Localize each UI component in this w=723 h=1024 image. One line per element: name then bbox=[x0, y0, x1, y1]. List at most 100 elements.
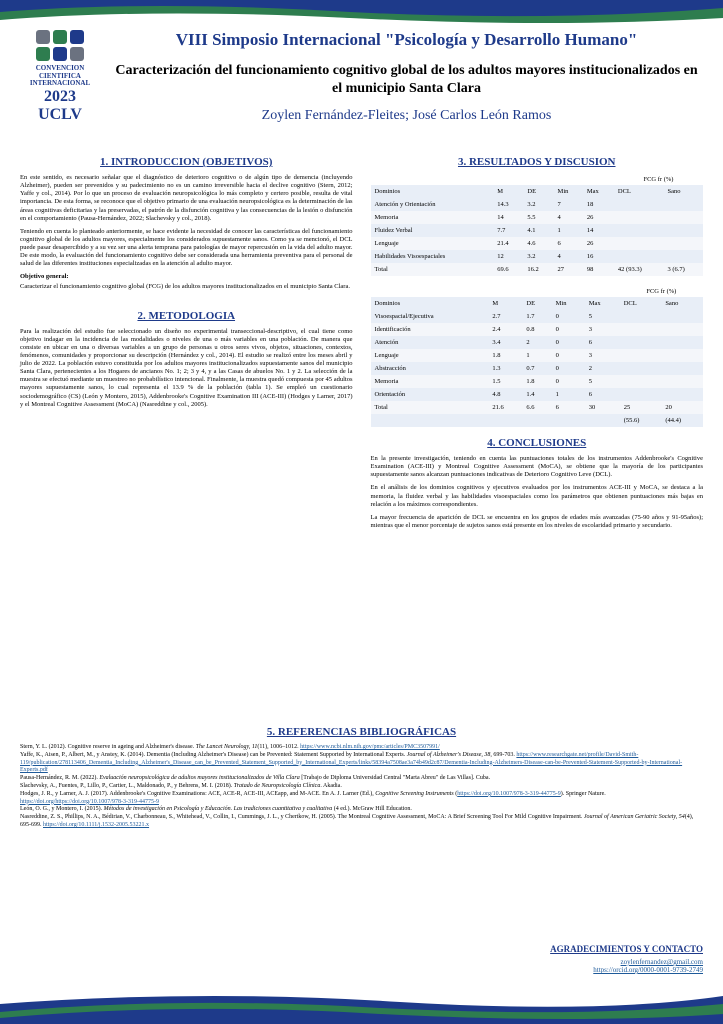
table-cell: Abstracción bbox=[371, 362, 489, 375]
t1-fcg-label: FCG fr (%) bbox=[614, 174, 703, 185]
table-cell: 26 bbox=[583, 211, 614, 224]
table-cell: 25 bbox=[620, 401, 662, 414]
table-cell: 21.6 bbox=[488, 401, 522, 414]
concl-p1: En la presente investigación, teniendo e… bbox=[371, 455, 704, 479]
table-header: DE bbox=[523, 185, 553, 198]
table-row: Total21.66.66302520 bbox=[371, 401, 704, 414]
table-cell bbox=[661, 323, 703, 336]
table-cell: 1 bbox=[522, 349, 551, 362]
table-cell bbox=[620, 349, 662, 362]
table-cell: 4.8 bbox=[488, 388, 522, 401]
table-cell: Atención y Orientación bbox=[371, 198, 494, 211]
table-row: Orientación4.81.416 bbox=[371, 388, 704, 401]
table-row: Habilidades Visoespaciales123.2416 bbox=[371, 250, 704, 263]
conference-title: VIII Simposio Internacional "Psicología … bbox=[110, 30, 703, 50]
table-cell: 42 (93.3) bbox=[614, 263, 664, 276]
table-cell: 2.7 bbox=[488, 310, 522, 323]
table-cell: 7 bbox=[554, 198, 583, 211]
table-cell bbox=[663, 198, 703, 211]
poster-header: VIII Simposio Internacional "Psicología … bbox=[110, 30, 703, 124]
table-cell bbox=[552, 414, 585, 427]
table-cell bbox=[661, 349, 703, 362]
table-cell: 2 bbox=[585, 362, 620, 375]
table-cell: 26 bbox=[583, 237, 614, 250]
table-cell: 2.4 bbox=[488, 323, 522, 336]
results-title: 3. RESULTADOS Y DISCUSION bbox=[371, 156, 704, 168]
reference-item: Hodges, J. R., y Larner, A. J. (2017). A… bbox=[20, 791, 703, 807]
table-cell bbox=[661, 362, 703, 375]
table-cell: 1.4 bbox=[522, 388, 551, 401]
references-title: 5. REFERENCIAS BIBLIOGRÁFICAS bbox=[20, 726, 703, 738]
table-cell: Identificación bbox=[371, 323, 489, 336]
table-cell: 2 bbox=[522, 336, 551, 349]
reference-item: Pausa-Hernández, R. M. (2022). Evaluació… bbox=[20, 775, 703, 783]
table-cell: 1.7 bbox=[522, 310, 551, 323]
table-cell: 21.4 bbox=[493, 237, 523, 250]
intro-p1: En este sentido, es necesario señalar qu… bbox=[20, 174, 353, 223]
table-footer-row: (55.6)(44.4) bbox=[371, 414, 704, 427]
table-cell: 1 bbox=[554, 224, 583, 237]
table-row: Identificación2.40.803 bbox=[371, 323, 704, 336]
table-cell: 14.3 bbox=[493, 198, 523, 211]
concl-p2: En el análisis de los dominios cognitivo… bbox=[371, 484, 704, 508]
table-cell: 4 bbox=[554, 250, 583, 263]
table-header: Min bbox=[554, 185, 583, 198]
table-cell: 69.6 bbox=[493, 263, 523, 276]
table-cell bbox=[522, 414, 551, 427]
table-row: Fluidez Verbal7.74.1114 bbox=[371, 224, 704, 237]
reference-item: Nasreddine, Z. S., Phillips, N. A., Bédi… bbox=[20, 814, 703, 830]
paper-title: Caracterización del funcionamiento cogni… bbox=[110, 62, 703, 98]
table-cell: 0.7 bbox=[522, 362, 551, 375]
table-cell: 4 bbox=[554, 211, 583, 224]
table-cell: 6 bbox=[552, 401, 585, 414]
table-cell: 0.8 bbox=[522, 323, 551, 336]
table-cell: 16.2 bbox=[523, 263, 553, 276]
contact-orcid[interactable]: https://orcid.org/0000-0001-9739-2749 bbox=[550, 966, 703, 974]
references-list: Stern, Y. L. (2012). Cognitive reserve i… bbox=[20, 744, 703, 830]
table-cell: 1.8 bbox=[522, 375, 551, 388]
table-cell: 6 bbox=[585, 336, 620, 349]
table-cell: 0 bbox=[552, 349, 585, 362]
table-cell bbox=[620, 336, 662, 349]
table-row: Visoespacial/Ejecutiva2.71.705 bbox=[371, 310, 704, 323]
table-cell: 16 bbox=[583, 250, 614, 263]
table-row: Total69.616.2279842 (93.3)3 (6.7) bbox=[371, 263, 704, 276]
table-cell: 3 bbox=[585, 323, 620, 336]
table-header: DCL bbox=[614, 185, 664, 198]
table-cell: 3.2 bbox=[523, 250, 553, 263]
ack-title: AGRADECIMIENTOS Y CONTACTO bbox=[550, 944, 703, 954]
table-cell bbox=[663, 224, 703, 237]
table-cell: 5 bbox=[585, 375, 620, 388]
table-cell: 6.6 bbox=[522, 401, 551, 414]
table-cell: 18 bbox=[583, 198, 614, 211]
table-cell: 20 bbox=[661, 401, 703, 414]
references-section: 5. REFERENCIAS BIBLIOGRÁFICAS Stern, Y. … bbox=[20, 720, 703, 830]
table-cell bbox=[614, 237, 664, 250]
table-cell: 0 bbox=[552, 336, 585, 349]
table-cell bbox=[663, 250, 703, 263]
table-cell: 6 bbox=[585, 388, 620, 401]
table-cell: 3.4 bbox=[488, 336, 522, 349]
table-header: Dominios bbox=[371, 297, 489, 310]
table-cell: 5.5 bbox=[523, 211, 553, 224]
table-cell: 1 bbox=[552, 388, 585, 401]
table-cell bbox=[661, 375, 703, 388]
table-cell bbox=[488, 414, 522, 427]
table-cell: 30 bbox=[585, 401, 620, 414]
table-cell: 12 bbox=[493, 250, 523, 263]
contact-email[interactable]: zoylenfernandez@gmail.com bbox=[550, 958, 703, 966]
table-cell: 1.8 bbox=[488, 349, 522, 362]
logo-year: 2023 bbox=[20, 88, 100, 106]
reference-item: Stern, Y. L. (2012). Cognitive reserve i… bbox=[20, 744, 703, 752]
methodology-p1: Para la realización del estudio fue sele… bbox=[20, 328, 353, 409]
table-cell bbox=[620, 362, 662, 375]
table-cell bbox=[585, 414, 620, 427]
t2-fcg-label: FCG fr (%) bbox=[620, 286, 703, 297]
table-cell: Orientación bbox=[371, 388, 489, 401]
results-table-1: FCG fr (%) DominiosMDEMinMaxDCLSano Aten… bbox=[371, 174, 704, 276]
table-cell bbox=[620, 388, 662, 401]
table-cell: 4.6 bbox=[523, 237, 553, 250]
table-cell: 4.1 bbox=[523, 224, 553, 237]
concl-p3: La mayor frecuencia de aparición de DCL … bbox=[371, 514, 704, 530]
table-row: Lenguaje1.8103 bbox=[371, 349, 704, 362]
